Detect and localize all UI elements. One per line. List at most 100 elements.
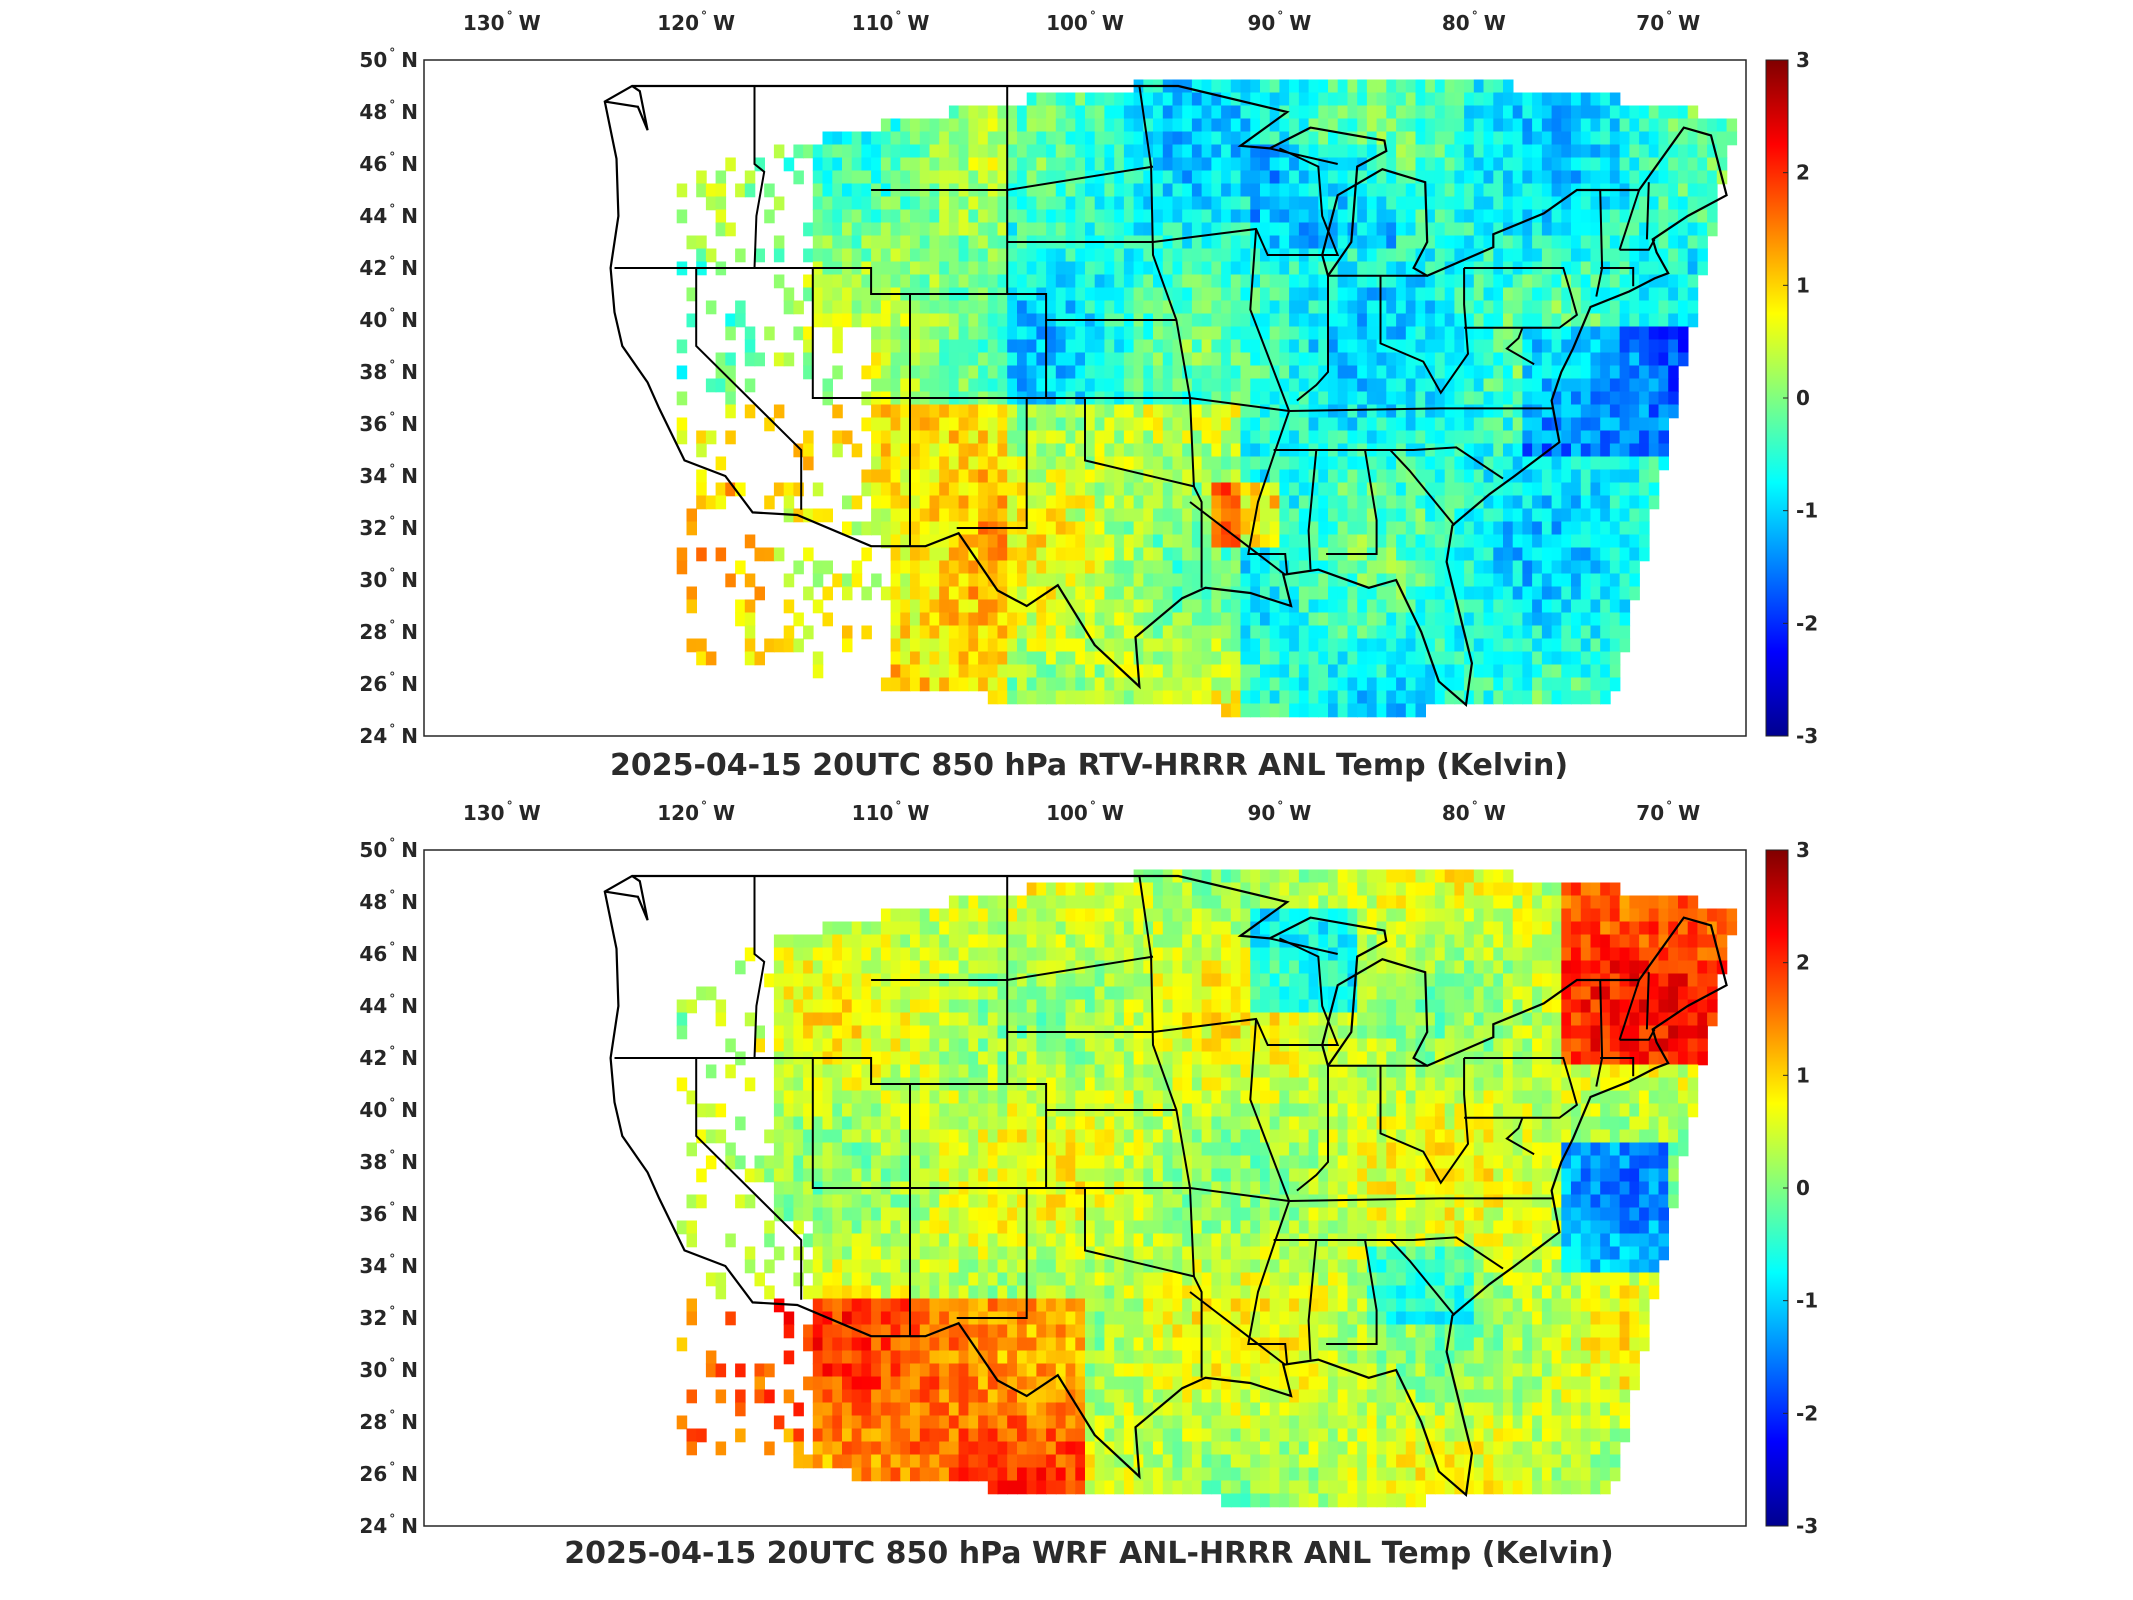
anomaly-cell bbox=[1114, 521, 1125, 536]
anomaly-cell bbox=[1434, 469, 1446, 484]
anomaly-cell bbox=[1396, 586, 1407, 601]
anomaly-cell bbox=[900, 495, 911, 510]
anomaly-cell bbox=[1561, 651, 1572, 666]
anomaly-cell bbox=[1162, 274, 1174, 289]
anomaly-cell bbox=[1347, 973, 1358, 988]
anomaly-cell bbox=[1269, 534, 1281, 549]
anomaly-cell bbox=[822, 612, 833, 627]
anomaly-cell bbox=[1347, 573, 1358, 588]
anomaly-cell bbox=[1328, 651, 1339, 666]
anomaly-cell bbox=[978, 651, 989, 666]
anomaly-cell bbox=[1036, 300, 1047, 315]
anomaly-cell bbox=[1434, 690, 1446, 705]
anomaly-cell bbox=[1454, 921, 1465, 936]
anomaly-cell bbox=[1590, 157, 1601, 172]
anomaly-cell bbox=[1541, 365, 1553, 380]
anomaly-cell bbox=[1337, 921, 1349, 936]
anomaly-cell bbox=[900, 521, 911, 536]
anomaly-cell bbox=[725, 222, 736, 237]
anomaly-cell bbox=[861, 547, 872, 562]
anomaly-cell bbox=[1211, 222, 1222, 237]
anomaly-cell bbox=[1483, 196, 1494, 211]
anomaly-cell bbox=[1036, 209, 1047, 224]
anomaly-cell bbox=[1191, 339, 1203, 354]
anomaly-cell bbox=[890, 534, 902, 549]
anomaly-cell bbox=[1191, 287, 1203, 302]
anomaly-cell bbox=[1376, 677, 1388, 692]
anomaly-cell bbox=[1454, 170, 1465, 185]
anomaly-cell bbox=[1279, 664, 1290, 679]
anomaly-cell bbox=[1629, 118, 1640, 133]
anomaly-cell bbox=[1104, 131, 1115, 146]
anomaly-cell bbox=[842, 300, 853, 315]
anomaly-cell bbox=[1162, 521, 1174, 536]
anomaly-cell bbox=[1522, 469, 1533, 484]
anomaly-cell bbox=[968, 664, 979, 679]
anomaly-cell bbox=[1289, 869, 1300, 884]
anomaly-cell bbox=[997, 443, 1008, 458]
anomaly-cell bbox=[1075, 222, 1086, 237]
anomaly-cell bbox=[1123, 274, 1135, 289]
anomaly-cell bbox=[1600, 599, 1611, 614]
anomaly-cell bbox=[1328, 404, 1339, 419]
anomaly-cell bbox=[1347, 92, 1358, 107]
anomaly-cell bbox=[1571, 300, 1582, 315]
anomaly-cell bbox=[997, 222, 1008, 237]
anomaly-cell bbox=[997, 599, 1008, 614]
anomaly-cell bbox=[1172, 300, 1183, 315]
anomaly-cell bbox=[1007, 960, 1018, 975]
anomaly-cell bbox=[1065, 495, 1077, 510]
anomaly-cell bbox=[1182, 869, 1193, 884]
anomaly-cell bbox=[1046, 92, 1057, 107]
anomaly-cell bbox=[1532, 300, 1543, 315]
anomaly-cell bbox=[1551, 157, 1563, 172]
anomaly-cell bbox=[1425, 391, 1436, 406]
anomaly-cell bbox=[1629, 934, 1640, 949]
anomaly-cell bbox=[1250, 183, 1261, 198]
anomaly-cell bbox=[910, 469, 921, 484]
anomaly-cell bbox=[1114, 456, 1125, 471]
anomaly-cell bbox=[832, 274, 843, 289]
anomaly-cell bbox=[1269, 235, 1281, 250]
anomaly-cell bbox=[1075, 131, 1086, 146]
anomaly-cell bbox=[1464, 287, 1475, 302]
anomaly-cell bbox=[1085, 573, 1096, 588]
anomaly-cell bbox=[1075, 248, 1086, 263]
anomaly-cell bbox=[1658, 209, 1669, 224]
anomaly-cell bbox=[1503, 677, 1514, 692]
anomaly-cell bbox=[1260, 404, 1271, 419]
anomaly-cell bbox=[1396, 183, 1407, 198]
anomaly-cell bbox=[1201, 586, 1213, 601]
anomaly-cell bbox=[1648, 300, 1660, 315]
anomaly-cell bbox=[1328, 118, 1339, 133]
anomaly-cell bbox=[997, 625, 1008, 640]
anomaly-cell bbox=[1522, 547, 1533, 562]
anomaly-cell bbox=[948, 895, 960, 910]
anomaly-cell bbox=[1172, 339, 1183, 354]
anomaly-cell bbox=[1055, 157, 1067, 172]
anomaly-cell bbox=[1211, 105, 1222, 120]
anomaly-cell bbox=[1230, 625, 1242, 640]
anomaly-cell bbox=[1104, 908, 1115, 923]
anomaly-cell bbox=[1017, 456, 1028, 471]
anomaly-cell bbox=[676, 183, 688, 198]
anomaly-cell bbox=[1182, 313, 1193, 328]
anomaly-cell bbox=[900, 313, 911, 328]
anomaly-cell bbox=[1512, 456, 1524, 471]
anomaly-cell bbox=[1172, 934, 1183, 949]
anomaly-cell bbox=[1085, 677, 1096, 692]
anomaly-cell bbox=[1230, 677, 1242, 692]
anomaly-cell bbox=[1600, 313, 1611, 328]
anomaly-cell bbox=[1483, 469, 1494, 484]
anomaly-cell bbox=[1085, 664, 1096, 679]
anomaly-cell bbox=[861, 274, 872, 289]
anomaly-cell bbox=[1007, 105, 1018, 120]
anomaly-cell bbox=[1240, 703, 1251, 718]
anomaly-cell bbox=[1017, 105, 1028, 120]
anomaly-cell bbox=[1532, 417, 1543, 432]
anomaly-cell bbox=[1639, 287, 1650, 302]
anomaly-cell bbox=[1648, 973, 1660, 988]
anomaly-cell bbox=[1191, 960, 1203, 975]
anomaly-cell bbox=[1240, 248, 1251, 263]
anomaly-cell bbox=[1085, 404, 1096, 419]
